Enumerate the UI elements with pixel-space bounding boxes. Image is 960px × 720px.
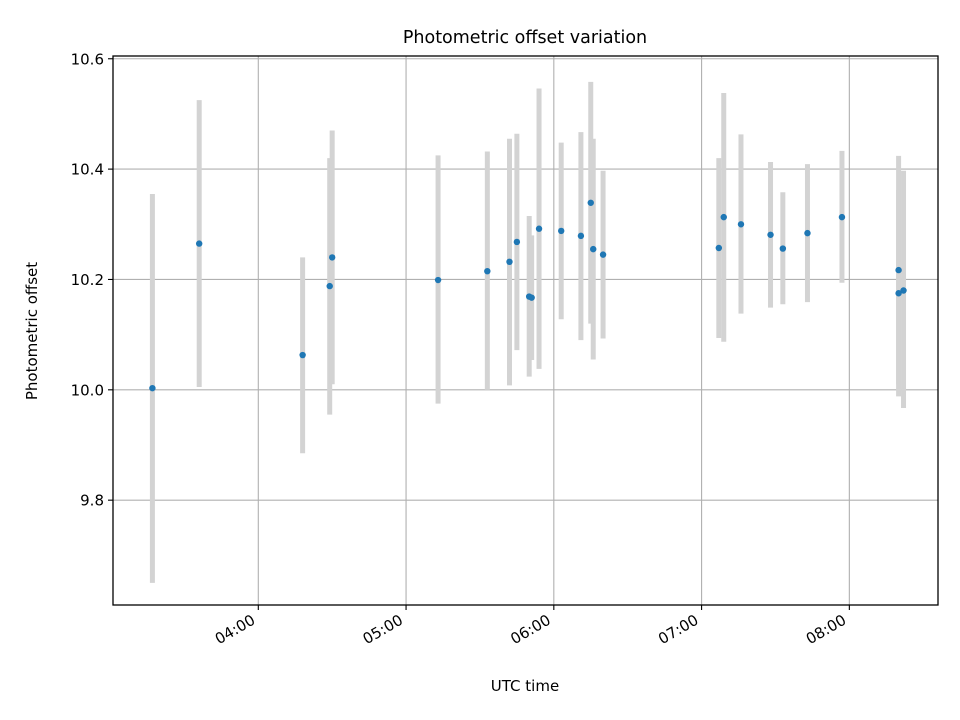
data-point (577, 232, 585, 240)
data-point (434, 276, 442, 284)
data-point (767, 231, 774, 238)
plot-area: 04:00 05:00 06:00 07:00 08:009.810.010.210.4… (71, 50, 938, 648)
data-point (838, 213, 846, 221)
data-point (779, 245, 787, 252)
data-point (195, 240, 203, 247)
data-point (720, 213, 727, 221)
y-tick-label: 10.6 (71, 50, 104, 68)
y-tick-label: 10.4 (71, 161, 104, 179)
data-point (895, 290, 902, 297)
data-point (895, 266, 902, 274)
y-axis-label: Photometric offset (23, 262, 41, 400)
data-point (535, 225, 543, 232)
data-point (513, 238, 521, 246)
data-point (590, 245, 597, 253)
data-point (149, 384, 156, 392)
data-point (587, 199, 594, 206)
data-point (484, 267, 491, 275)
data-point (528, 294, 535, 301)
chart-title: Photometric offset variation (403, 28, 647, 48)
x-axis-label: UTC time (491, 677, 559, 695)
data-point (328, 254, 336, 261)
y-tick-label: 10.0 (71, 381, 104, 399)
data-point (599, 251, 607, 258)
data-point (558, 227, 565, 235)
data-point (900, 287, 907, 294)
data-point (737, 221, 745, 228)
y-tick-label: 9.8 (80, 492, 104, 510)
data-point (299, 351, 306, 359)
data-point (326, 282, 333, 290)
data-point (715, 244, 723, 252)
y-tick-label: 10.2 (71, 271, 104, 289)
data-point (506, 258, 513, 266)
data-point (804, 229, 811, 237)
plot-frame (112, 55, 939, 606)
